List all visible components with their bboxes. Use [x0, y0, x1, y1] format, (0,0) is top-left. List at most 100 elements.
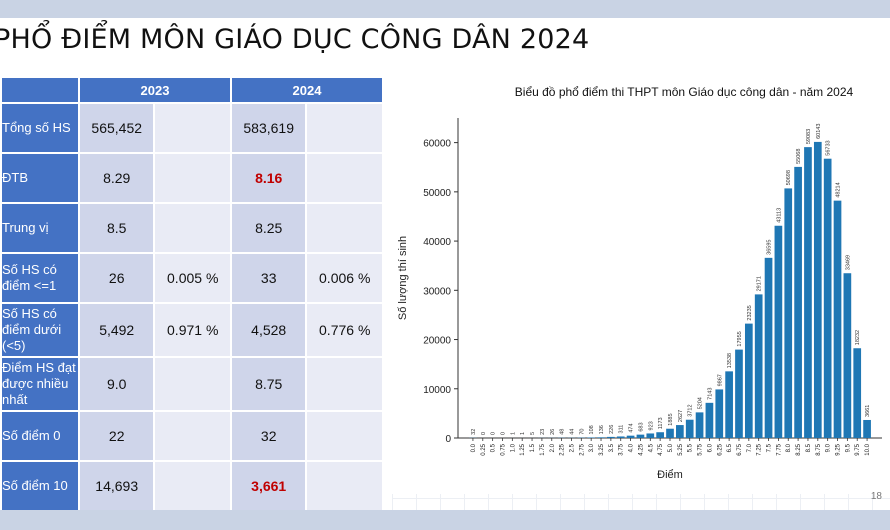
percent-2023: 0.971 % [155, 304, 230, 356]
data-label: 55068 [796, 149, 802, 164]
table-row: Số điểm 0 22 32 [2, 412, 382, 460]
table-row: Số điểm 10 14,693 3,661 [2, 462, 382, 510]
bar [764, 257, 773, 438]
x-tick-label: 5.75 [698, 443, 704, 455]
x-tick-label: 2.5 [569, 443, 575, 452]
data-label: 60143 [816, 124, 822, 139]
row-label: Tổng số HS [2, 104, 78, 152]
data-label: 474 [629, 423, 635, 432]
data-label: 32 [471, 429, 477, 435]
y-tick-label: 10000 [423, 385, 451, 396]
percent-2023 [155, 412, 230, 460]
slide: PHỔ ĐIỂM MÔN GIÁO DỤC CÔNG DÂN 2024 2023… [0, 18, 890, 510]
data-label: 2627 [678, 410, 684, 422]
x-tick-label: 4.0 [629, 443, 635, 452]
x-axis-label: Điểm [657, 469, 683, 481]
data-label: 44 [569, 429, 575, 435]
y-tick-label: 30000 [423, 286, 451, 297]
percent-2023 [155, 154, 230, 202]
data-label: 5 [530, 432, 536, 435]
data-label: 0 [481, 432, 487, 435]
data-label: 683 [638, 422, 644, 431]
data-label: 29171 [757, 276, 763, 291]
data-label: 3712 [688, 404, 694, 416]
x-tick-label: 1.25 [520, 443, 526, 455]
data-label: 136 [599, 425, 605, 434]
bar [784, 188, 793, 438]
x-tick-label: 0.75 [500, 443, 506, 455]
data-label: 311 [619, 425, 625, 434]
x-tick-label: 0.25 [481, 443, 487, 455]
value-2024: 4,528 [231, 304, 306, 356]
data-label: 43113 [776, 208, 782, 223]
data-label: 17955 [737, 331, 743, 346]
bar [804, 147, 812, 438]
data-label: 226 [609, 425, 615, 434]
x-tick-label: 4.5 [648, 443, 654, 452]
percent-2024 [307, 104, 382, 152]
value-2024: 583,619 [231, 104, 306, 152]
x-tick-label: 9.25 [836, 443, 842, 455]
bar [863, 419, 871, 438]
chart-svg: Biểu đồ phổ điểm thi THPT môn Giáo dục c… [397, 85, 882, 481]
x-tick-label: 10.0 [865, 443, 871, 455]
bar [774, 225, 783, 438]
page-number: 18 [870, 491, 882, 502]
bar [725, 371, 733, 438]
row-label: ĐTB [2, 154, 78, 202]
bar [843, 273, 852, 438]
bar [636, 434, 645, 438]
data-label: 13538 [727, 353, 733, 368]
x-tick-label: 9.0 [826, 443, 832, 452]
value-2024: 8.75 [231, 358, 306, 410]
row-label: Số điểm 0 [2, 412, 78, 460]
bar [616, 436, 625, 438]
percent-2023 [155, 104, 230, 152]
percent-2024: 0.776 % [307, 304, 382, 356]
x-tick-label: 3.0 [589, 443, 595, 452]
x-tick-label: 1.0 [510, 443, 516, 452]
data-label: 23 [540, 429, 546, 435]
chart-title: Biểu đồ phổ điểm thi THPT môn Giáo dục c… [515, 85, 854, 99]
x-tick-label: 4.75 [658, 443, 664, 455]
x-tick-label: 8.5 [806, 443, 812, 452]
value-2023: 26 [80, 254, 154, 302]
bar [607, 436, 615, 438]
bar [833, 200, 842, 438]
data-label: 33469 [845, 255, 851, 270]
y-axis-label: Số lượng thí sinh [397, 236, 409, 320]
x-tick-label: 2.75 [579, 443, 585, 455]
x-tick-label: 3.25 [599, 443, 605, 455]
x-tick-label: 1.5 [530, 443, 536, 452]
data-label: 48214 [836, 182, 842, 197]
table-body: Tổng số HS 565,452 583,619 ĐTB 8.29 8.16 Trung… [2, 104, 382, 510]
value-2023: 9.0 [80, 358, 154, 410]
data-label: 1885 [668, 413, 674, 425]
bar [685, 419, 694, 438]
value-2024: 3,661 [231, 462, 306, 510]
percent-2024: 0.006 % [307, 254, 382, 302]
percent-2023: 0.005 % [155, 254, 230, 302]
value-2023: 8.29 [80, 154, 154, 202]
bar [597, 437, 605, 438]
x-tick-label: 0.0 [471, 443, 477, 452]
percent-2023 [155, 204, 230, 252]
data-label: 50698 [786, 170, 792, 185]
x-tick-label: 7.0 [747, 443, 753, 452]
percent-2023 [155, 462, 230, 510]
row-label: Số HS có điểm <=1 [2, 254, 78, 302]
bar [813, 141, 822, 438]
value-2024: 33 [231, 254, 306, 302]
bar [666, 428, 674, 438]
x-tick-label: 2.25 [560, 443, 566, 455]
data-label: 56733 [826, 140, 832, 155]
x-tick-label: 3.5 [609, 443, 615, 452]
x-tick-label: 0.5 [491, 443, 497, 452]
data-label: 5204 [698, 397, 704, 409]
data-label: 7143 [707, 388, 713, 400]
y-tick-label: 50000 [423, 188, 451, 199]
value-2023: 22 [80, 412, 154, 460]
value-2024: 8.16 [231, 154, 306, 202]
stats-table: 2023 2024 Tổng số HS 565,452 583,619 ĐTB 8.2… [0, 76, 384, 510]
row-label: Trung vị [2, 204, 78, 252]
